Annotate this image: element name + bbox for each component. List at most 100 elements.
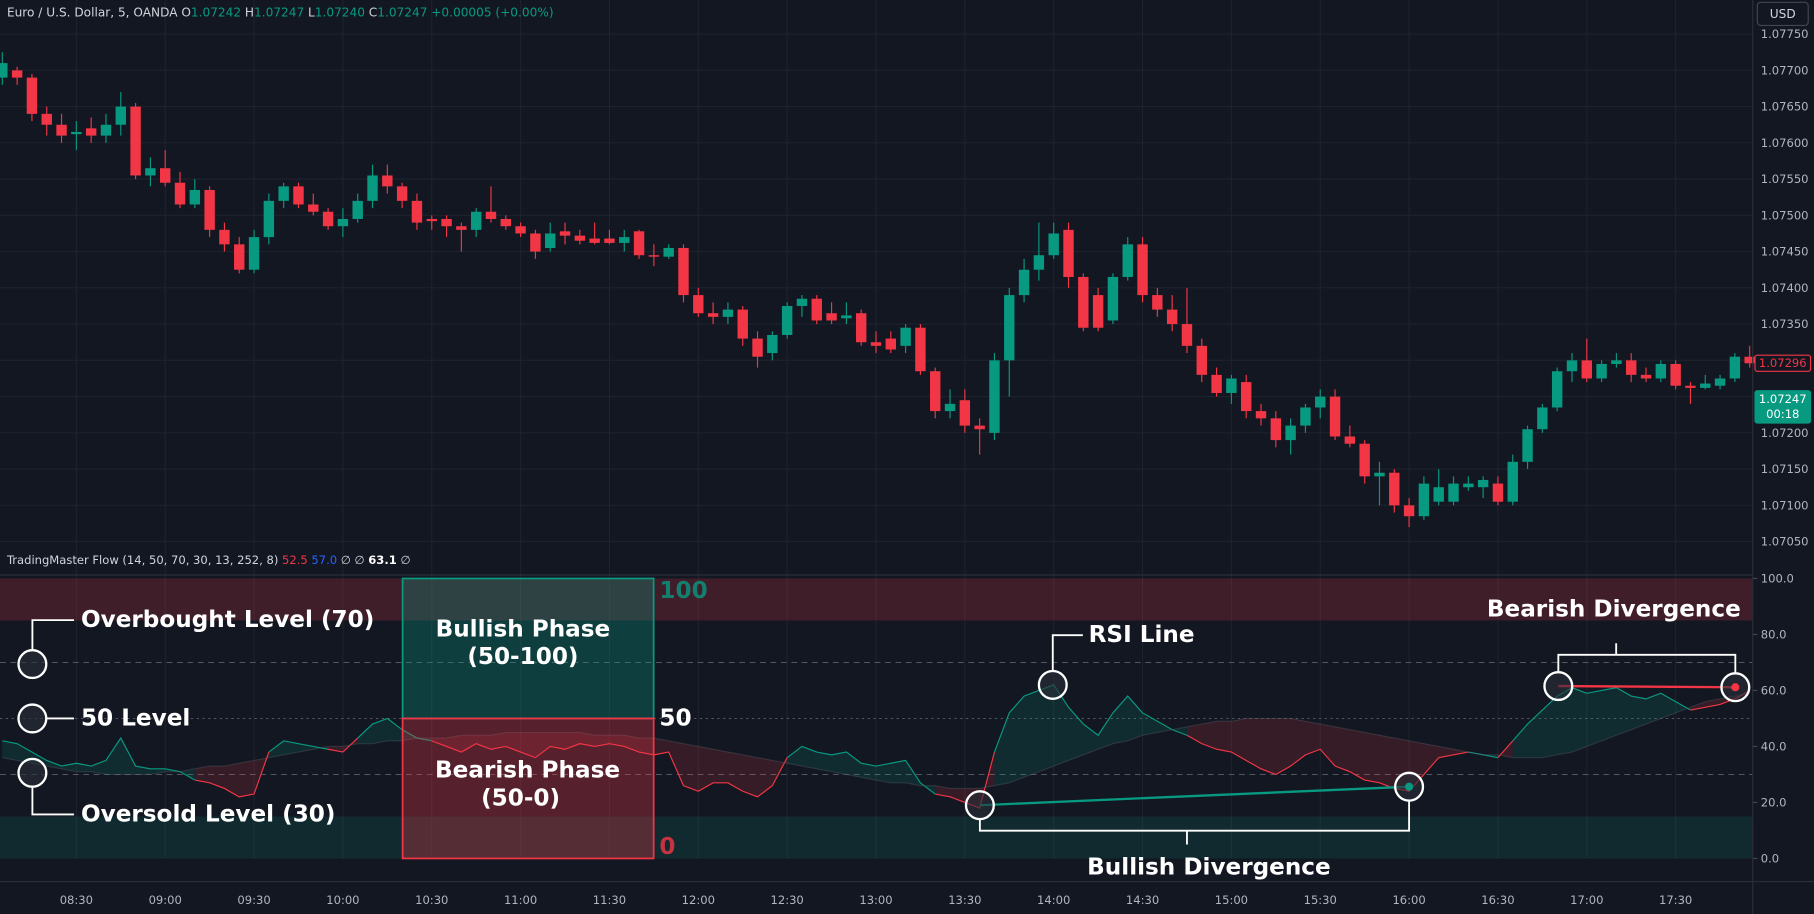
candle-body <box>855 313 867 343</box>
candle-body <box>663 247 674 257</box>
h-label: H <box>245 6 254 20</box>
candle-body <box>1004 295 1015 361</box>
x-tick-label: 17:30 <box>1659 893 1692 907</box>
candle-body <box>1714 378 1726 386</box>
candle-body <box>41 113 52 125</box>
candle-body <box>352 200 363 219</box>
candle-body <box>1315 396 1326 408</box>
rsi-line <box>786 745 936 795</box>
x-tick-label: 09:00 <box>149 893 182 907</box>
candle-body <box>604 238 615 243</box>
candle-body <box>1285 425 1296 441</box>
candle-body <box>1033 255 1045 270</box>
currency-button[interactable] <box>1756 1 1809 27</box>
x-tick-label: 16:30 <box>1481 893 1514 907</box>
rsi-fill <box>1512 687 1691 758</box>
candle-body <box>1433 487 1444 502</box>
marker <box>17 757 48 788</box>
phase-label: Bullish Phase <box>436 616 611 642</box>
candle-body <box>11 70 23 78</box>
rsi-fill <box>431 732 788 797</box>
candle-body <box>1418 483 1430 517</box>
candle-body <box>293 186 304 205</box>
y-tick-label: 60.0 <box>1761 683 1787 697</box>
phase-scale-label: 100 <box>659 578 707 604</box>
candle-body <box>56 124 67 136</box>
marker <box>17 703 48 734</box>
x-tick-label: 16:00 <box>1392 893 1425 907</box>
annotation: RSI Line <box>1089 622 1195 648</box>
candle-body <box>1551 371 1563 408</box>
rsi-fill <box>328 738 358 753</box>
plot <box>0 52 1755 809</box>
candle-body <box>159 168 171 183</box>
candle-body <box>1700 383 1711 388</box>
currency[interactable]: USD <box>1770 7 1796 21</box>
candle-body <box>1448 483 1459 502</box>
header: Euro / U.S. Dollar, 5, OANDA O1.07242 H1… <box>7 6 554 20</box>
x-tick-label: 11:30 <box>593 893 626 907</box>
candle-body <box>974 425 985 430</box>
candle-body <box>0 63 8 78</box>
y-tick-label: 100.0 <box>1761 571 1794 585</box>
candle-body <box>1670 363 1681 386</box>
candle-body <box>1522 429 1533 462</box>
candle-body <box>1152 295 1163 310</box>
rsi-line <box>431 740 788 798</box>
zone <box>0 816 1753 859</box>
o-label: O <box>181 6 191 20</box>
candle-body <box>722 309 734 317</box>
candle-body <box>426 218 437 222</box>
dot <box>1405 782 1414 791</box>
dot <box>1731 683 1740 692</box>
close: 1.07247 <box>377 6 427 20</box>
candle-body <box>308 204 319 212</box>
price-label: 1.07247 <box>1759 392 1807 406</box>
candle-body <box>1240 382 1252 412</box>
candle-body <box>841 315 852 319</box>
candle-body <box>678 247 689 296</box>
candle-body <box>1107 276 1119 321</box>
candle-body <box>1196 345 1207 375</box>
bracket <box>1557 643 1737 674</box>
candle-body <box>500 218 511 227</box>
rsi-line <box>935 751 996 809</box>
high: 1.07247 <box>254 6 304 20</box>
candle-body <box>367 175 378 201</box>
candle-body <box>1181 324 1193 346</box>
y-tick-label: 1.07200 <box>1761 426 1809 440</box>
candle-body <box>767 334 778 354</box>
y-tick-label: 1.07350 <box>1761 317 1809 331</box>
symbol: Euro / U.S. Dollar, 5, OANDA <box>7 6 178 20</box>
y-tick-label: 1.07400 <box>1761 281 1809 295</box>
candle-body <box>1611 360 1622 364</box>
l-label: L <box>308 6 315 20</box>
annotation: 50 Level <box>81 705 190 731</box>
rsi-fill <box>1186 718 1469 792</box>
candle-body <box>456 226 467 230</box>
candle-body <box>930 371 941 412</box>
y-tick-label: 40.0 <box>1761 739 1787 753</box>
candle-body <box>1359 443 1370 477</box>
candle-body <box>1092 295 1104 328</box>
candle-body <box>1744 356 1755 364</box>
annotation: Overbought Level (70) <box>81 607 374 633</box>
annotation: Bullish Divergence <box>1087 855 1331 881</box>
candle-body <box>1581 360 1592 379</box>
connector <box>31 786 75 816</box>
y-tick-label: 20.0 <box>1761 795 1787 809</box>
y-tick-label: 1.07050 <box>1761 535 1809 549</box>
price-label-box <box>1754 354 1812 372</box>
candle-body <box>1166 309 1178 325</box>
candle-body <box>989 360 1000 433</box>
y-tick-label: 1.07450 <box>1761 245 1809 259</box>
rsi-fill <box>787 746 936 795</box>
candle-body <box>1211 374 1222 393</box>
annotation: Bearish Divergence <box>1487 597 1741 623</box>
candle-body <box>85 128 97 136</box>
candle-body <box>248 237 260 270</box>
connector <box>31 619 75 651</box>
countdown: 00:18 <box>1766 407 1799 421</box>
price-label: 1.07296 <box>1759 356 1807 370</box>
